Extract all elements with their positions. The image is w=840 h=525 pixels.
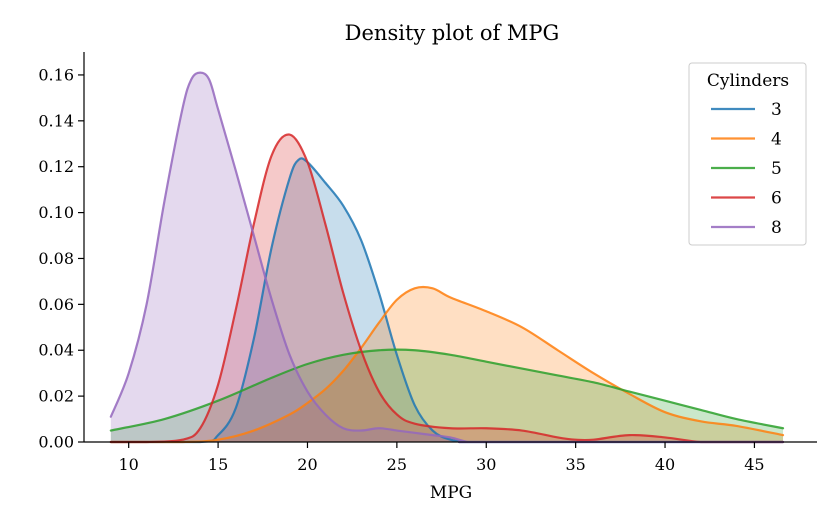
y-tick-label: 0.10 [38,203,74,222]
y-tick-label: 0.02 [38,387,74,406]
x-tick-label: 25 [387,455,407,474]
density-line-5-cyl [109,348,785,432]
legend-label-6: 6 [771,189,782,209]
y-tick-label: 0.16 [38,65,74,84]
x-tick-label: 20 [297,455,317,474]
y-tick-label: 0.08 [38,249,74,268]
density-area-3-cyl [110,158,784,443]
density-area-6-cyl [110,134,784,442]
y-tick-label: 0.04 [38,341,74,360]
x-tick-label: 40 [655,455,675,474]
legend-title: Cylinders [707,71,789,91]
legend-label-8: 8 [771,218,782,238]
y-tick-label: 0.14 [38,111,74,130]
legend-label-3: 3 [771,100,782,120]
legend-label-5: 5 [771,159,782,179]
density-areas [110,72,784,443]
legend-label-4: 4 [771,130,782,150]
x-axis-ticks: 10 15 20 25 30 35 40 45 [119,442,765,474]
density-line-6-cyl [109,133,785,444]
x-tick-label: 30 [476,455,496,474]
y-axis-ticks: 0.00 0.02 0.04 0.06 0.08 0.10 0.12 0.14 0.16 [38,65,84,452]
x-tick-label: 10 [119,455,139,474]
y-tick-label: 0.00 [38,433,74,452]
x-tick-label: 15 [208,455,228,474]
x-axis-label: MPG [430,483,472,503]
x-tick-label: 45 [744,455,764,474]
y-tick-label: 0.12 [38,157,74,176]
density-line-8-cyl [109,71,785,444]
density-area-8-cyl [110,72,784,443]
chart-title: Density plot of MPG [345,21,560,45]
density-line-4-cyl [109,285,785,444]
density-area-4-cyl [110,286,784,442]
y-tick-label: 0.06 [38,295,74,314]
x-tick-label: 35 [565,455,585,474]
legend: Cylinders 3 4 5 6 8 [688,62,807,246]
legend-items: 3 4 5 6 8 [711,100,782,238]
